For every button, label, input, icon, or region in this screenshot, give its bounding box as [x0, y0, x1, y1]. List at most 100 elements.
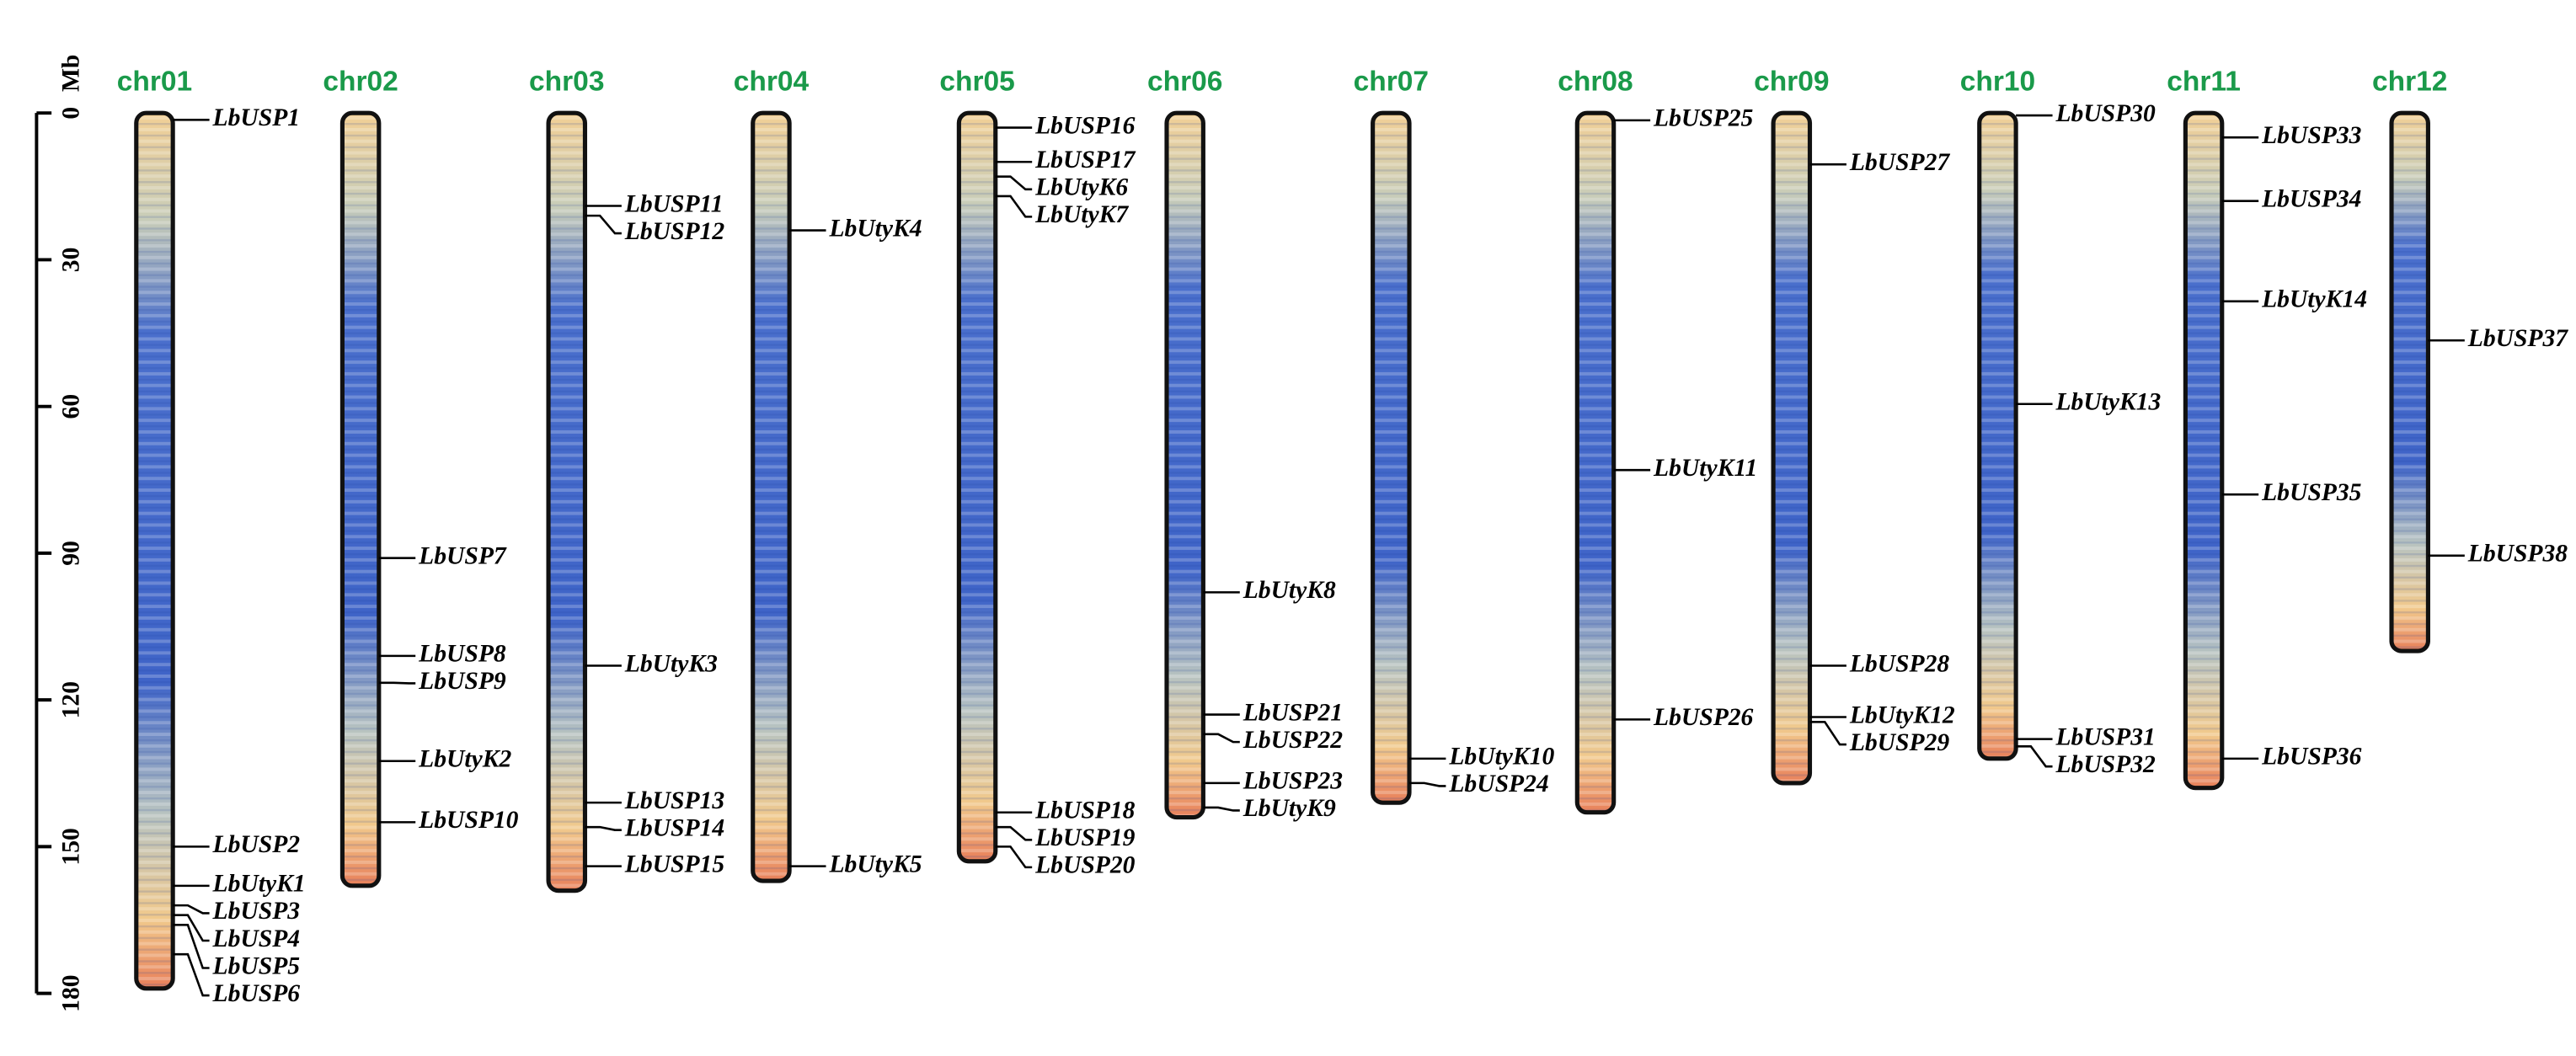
chromosome-texture	[2183, 110, 2225, 791]
gene-connector	[378, 681, 416, 685]
gene-label: LbUSP29	[1849, 729, 1950, 756]
gene-label: LbUSP27	[1849, 149, 1951, 176]
gene-label: LbUSP33	[2261, 122, 2361, 149]
gene-label: LbUSP23	[1243, 768, 1343, 795]
gene-label: LbUtyK9	[1243, 795, 1336, 822]
chromosome-name: chr08	[1558, 67, 1633, 98]
chromosome-name: chr10	[1960, 67, 2035, 98]
gene-label: LbUSP4	[212, 925, 301, 952]
chromosome-texture	[1164, 110, 1205, 820]
gene-label: LbUSP32	[2055, 751, 2156, 778]
gene-label: LbUSP11	[624, 190, 724, 217]
gene-label: LbUtyK4	[828, 215, 922, 242]
gene-label: LbUtyK8	[1243, 577, 1336, 604]
gene-label: LbUSP25	[1653, 105, 1754, 132]
chromosome-texture	[339, 110, 382, 888]
gene-label: LbUSP22	[1243, 727, 1344, 754]
gene-label: LbUtyK11	[1653, 455, 1757, 482]
gene-connector	[1409, 781, 1446, 787]
gene-label: LbUSP31	[2055, 723, 2155, 750]
chromosome-texture	[1371, 110, 1412, 805]
gene-label: LbUSP26	[1653, 704, 1754, 731]
tick-label: 60	[58, 394, 85, 419]
chromosome-name: chr01	[117, 67, 192, 98]
gene-label: LbUSP16	[1034, 112, 1136, 139]
chromosome-name: chr05	[939, 67, 1014, 98]
gene-connector	[995, 195, 1033, 218]
chromosome-name: chr04	[734, 67, 810, 98]
gene-label: LbUSP24	[1448, 771, 1548, 797]
gene-label: LbUSP34	[2261, 186, 2361, 213]
gene-label: LbUSP15	[624, 851, 725, 877]
chromosome-texture	[956, 110, 998, 864]
gene-connector	[585, 825, 622, 831]
tick-label: 30	[58, 248, 85, 273]
gene-label: LbUSP10	[418, 807, 519, 834]
gene-connector	[173, 904, 210, 915]
gene-label: LbUSP19	[1034, 824, 1136, 851]
gene-label: LbUSP38	[2467, 541, 2568, 568]
chromosome-texture	[751, 110, 792, 883]
gene-connector	[1809, 721, 1846, 746]
gene-connector	[995, 845, 1033, 869]
gene-label: LbUSP36	[2261, 744, 2362, 771]
tick-label: 90	[58, 541, 85, 566]
gene-label: LbUSP3	[212, 898, 301, 925]
chromosome-texture	[2389, 110, 2430, 653]
gene-connector	[173, 952, 210, 997]
gene-label: LbUtyK12	[1849, 701, 1955, 728]
gene-label: LbUSP12	[624, 218, 725, 245]
gene-label: LbUtyK14	[2261, 286, 2367, 313]
tick-label: 180	[58, 974, 85, 1011]
gene-label: LbUtyK10	[1448, 744, 1554, 771]
chromosome-texture	[1977, 110, 2018, 761]
gene-label: LbUtyK6	[1034, 174, 1128, 201]
chromosome-name: chr12	[2372, 67, 2447, 98]
gene-label: LbUSP35	[2261, 479, 2362, 506]
gene-connector	[1203, 806, 1240, 812]
gene-connector	[1203, 733, 1240, 744]
gene-label: LbUSP18	[1034, 797, 1136, 824]
gene-label: LbUSP7	[418, 543, 507, 570]
gene-label: LbUSP9	[418, 668, 506, 695]
gene-label: LbUSP30	[2055, 100, 2156, 127]
gene-label: LbUSP28	[1849, 650, 1950, 677]
gene-label: LbUtyK2	[418, 746, 511, 773]
gene-label: LbUSP21	[1243, 699, 1343, 726]
chromosome-name: chr03	[529, 67, 604, 98]
gene-label: LbUSP1	[212, 104, 301, 131]
gene-label: LbUtyK3	[624, 650, 718, 677]
gene-connector	[173, 924, 210, 969]
tick-label: 150	[58, 828, 85, 865]
tick-label: 120	[58, 681, 85, 718]
tick-label: 0	[58, 107, 85, 120]
chromosome-texture	[134, 110, 175, 991]
axis-unit: Mb	[58, 55, 85, 92]
gene-label: LbUtyK5	[828, 851, 922, 877]
chromosome-texture	[546, 110, 588, 893]
gene-label: LbUSP2	[212, 831, 301, 858]
gene-label: LbUSP6	[212, 980, 301, 1007]
gene-label: LbUSP17	[1034, 147, 1136, 173]
gene-label: LbUSP13	[624, 787, 724, 814]
chromosome-name: chr02	[323, 67, 398, 98]
gene-connector	[173, 914, 210, 942]
gene-label: LbUSP8	[418, 641, 506, 668]
chromosome-name: chr07	[1354, 67, 1429, 98]
gene-connector	[995, 825, 1033, 841]
chromosome-name: chr11	[2167, 67, 2241, 98]
chromosome-texture	[1574, 110, 1617, 815]
chromosome-texture	[1771, 110, 1813, 786]
chromosome-name: chr06	[1147, 67, 1222, 98]
gene-label: LbUSP5	[212, 952, 301, 979]
gene-label: LbUtyK1	[212, 871, 306, 898]
gene-connector	[2016, 745, 2053, 768]
gene-label: LbUSP20	[1034, 852, 1136, 879]
gene-label: LbUSP37	[2467, 325, 2569, 352]
gene-label: LbUSP14	[624, 814, 724, 841]
gene-connector	[585, 214, 622, 235]
chromosome-name: chr09	[1754, 67, 1829, 98]
gene-connector	[995, 175, 1033, 191]
